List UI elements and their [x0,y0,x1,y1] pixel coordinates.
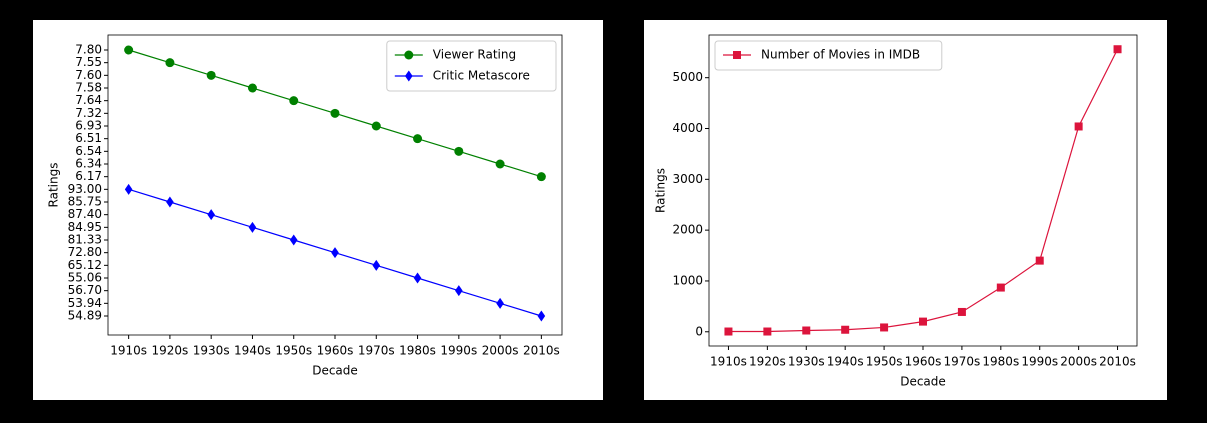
y-tick-label: 54.89 [68,309,102,323]
x-tick-label: 1960s [317,344,354,358]
x-tick-label: 1950s [866,355,903,369]
marker [536,172,546,182]
panel [644,20,1167,400]
marker [404,50,414,60]
y-tick-label: 53.94 [68,296,102,310]
x-tick-label: 2010s [523,344,560,358]
marker [206,70,216,80]
marker [165,58,175,68]
y-tick-label: 6.54 [75,144,102,158]
marker [248,221,257,233]
y-tick-label: 87.40 [68,207,102,221]
x-tick-label: 1940s [234,344,271,358]
y-tick-label: 6.51 [75,131,102,145]
y-tick-label: 4000 [672,121,703,135]
marker [537,310,546,322]
x-tick-label: 1940s [827,355,864,369]
y-tick-label: 65.12 [68,258,102,272]
y-tick-label: 56.70 [68,283,102,297]
legend-box [714,40,943,71]
marker [289,234,298,246]
y-tick-label: 81.33 [68,233,102,247]
x-tick-label: 2010s [1099,355,1136,369]
x-tick-label: 1910s [110,344,147,358]
marker [413,134,423,144]
x-tick-label: 1970s [358,344,395,358]
x-tick-label: 2000s [482,344,519,358]
marker [802,326,811,335]
y-tick-label: 7.60 [75,68,102,82]
marker [330,108,340,118]
marker [841,325,850,334]
legend-label: Number of Movies in IMDB [761,48,920,62]
marker [124,183,133,195]
x-tick-label: 1970s [944,355,981,369]
x-tick-label: 1920s [749,355,786,369]
y-tick-label: 1000 [672,273,703,287]
marker [455,285,463,297]
marker [1113,45,1122,54]
y-tick-label: 85.75 [68,195,102,209]
x-tick-label: 1990s [440,344,477,358]
marker [919,317,927,326]
y-tick-label: 55.06 [68,271,102,285]
y-tick-label: 7.32 [75,106,102,120]
legend-box [386,40,557,92]
marker [1035,256,1044,265]
y-tick-label: 6.34 [75,157,102,171]
y-tick-label: 7.80 [75,43,102,57]
x-tick-label: 1930s [788,355,825,369]
marker [1074,122,1083,131]
marker [207,209,215,221]
marker [247,83,257,93]
y-tick-label: 6.93 [75,119,102,133]
marker [996,283,1005,292]
y-axis-label: Ratings [47,163,61,208]
y-tick-label: 72.80 [68,245,102,259]
legend-label: Viewer Rating [433,48,516,62]
marker [957,307,966,316]
y-tick-label: 2000 [672,223,703,237]
marker [289,96,299,106]
x-axis-label: Decade [900,375,946,389]
y-tick-label: 7.64 [75,93,102,107]
x-tick-label: 1980s [982,355,1019,369]
marker [372,259,381,271]
marker [371,121,381,131]
marker [496,297,504,309]
y-tick-label: 7.55 [75,55,102,69]
x-tick-label: 1950s [275,344,312,358]
marker [413,272,422,284]
legend-label: Critic Metascore [433,69,530,83]
x-axis-label: Decade [312,364,358,378]
x-tick-label: 1990s [1021,355,1058,369]
y-tick-label: 7.58 [75,81,102,95]
marker [724,327,733,336]
marker [405,70,413,82]
marker [763,327,772,336]
marker [454,146,464,156]
y-tick-label: 6.17 [75,169,102,183]
y-tick-label: 93.00 [68,182,102,196]
y-tick-label: 5000 [672,70,703,84]
marker [124,45,134,55]
y-tick-label: 0 [695,324,703,338]
x-tick-label: 1960s [905,355,942,369]
y-tick-label: 3000 [672,172,703,186]
marker [166,196,174,208]
x-tick-label: 1980s [399,344,436,358]
marker [880,323,889,332]
marker [331,247,339,259]
x-tick-label: 2000s [1060,355,1097,369]
y-tick-label: 84.95 [68,220,102,234]
marker [733,51,741,59]
y-axis-label: Ratings [654,168,668,213]
marker [495,159,505,169]
x-tick-label: 1930s [193,344,230,358]
x-tick-label: 1920s [152,344,189,358]
x-tick-label: 1910s [710,355,747,369]
